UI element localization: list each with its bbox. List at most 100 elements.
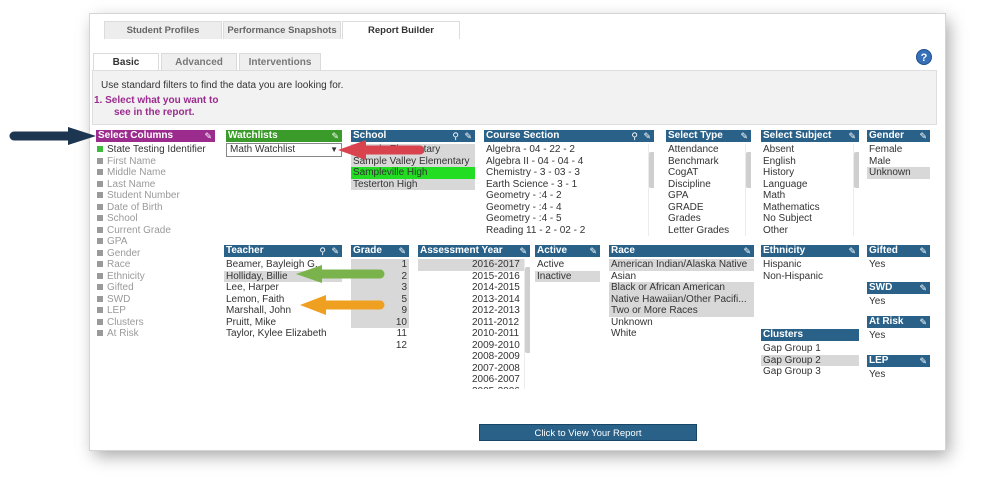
list-item[interactable]: 2015-2016 [472,270,520,282]
list-item[interactable]: Yes [869,259,886,270]
list-item[interactable]: Inactive [535,270,600,282]
list-item[interactable]: Pruitt, Mike [226,316,277,328]
view-report-button[interactable]: Click to View Your Report [479,424,697,441]
list-item[interactable]: Asian [611,270,637,282]
list-item[interactable]: Attendance [668,144,719,155]
list-item[interactable]: Chemistry - 3 - 03 - 3 [486,167,580,178]
list-item[interactable]: Mathematics [763,201,820,213]
scrollbar[interactable] [648,144,654,236]
list-item[interactable]: Sample Valley Elementary [351,155,475,167]
eraser-icon[interactable]: ✎ [740,131,748,141]
column-option[interactable]: Ethnicity [96,271,215,283]
list-item[interactable]: History [763,167,795,178]
column-option[interactable]: Last Name [96,179,215,191]
tab-performance-snapshots[interactable]: Performance Snapshots [223,21,341,39]
eraser-icon[interactable]: ✎ [743,246,751,256]
list-item[interactable]: Other [763,224,789,236]
list-item[interactable]: Black or African American [609,282,754,294]
help-icon[interactable]: ? [916,49,932,65]
column-option[interactable]: Date of Birth [96,202,215,214]
list-item[interactable]: Geometry - :4 - 5 [486,213,562,224]
column-option[interactable]: First Name [96,156,215,168]
tab-basic[interactable]: Basic [93,53,159,70]
scrollbar[interactable] [853,144,859,236]
eraser-icon[interactable]: ✎ [848,131,856,141]
column-option[interactable]: Clusters [96,317,215,329]
column-option[interactable]: Student Number [96,190,215,202]
list-item[interactable]: Grades [668,213,701,224]
list-item[interactable]: English [763,155,796,167]
column-option[interactable]: Current Grade [96,225,215,237]
list-item[interactable]: Letter Grades [668,224,730,236]
list-item[interactable]: Earth Science - 3 - 1 [486,178,578,190]
list-item[interactable]: 12 [395,339,407,351]
list-item[interactable]: Marshall, John [226,305,292,316]
list-item[interactable]: Testerton High [351,178,475,190]
list-item[interactable]: Sampleville High [351,167,475,179]
list-item[interactable]: No Subject [763,213,812,224]
list-item[interactable]: Female [869,144,903,155]
list-item[interactable]: 11 [396,328,407,339]
tab-report-builder[interactable]: Report Builder [342,21,460,39]
eraser-icon[interactable]: ✎ [519,246,527,256]
list-item[interactable]: 10 [351,316,409,328]
list-item[interactable]: 3 [351,282,409,294]
list-item[interactable]: CogAT [668,167,699,178]
eraser-icon[interactable]: ✎ [919,246,927,256]
eraser-icon[interactable]: ✎ [919,283,927,293]
eraser-icon[interactable]: ✎ [464,131,472,141]
eraser-icon[interactable]: ✎ [331,246,339,256]
list-item[interactable]: Geometry - :4 - 2 [486,190,562,201]
column-option[interactable]: State Testing Identifier [96,144,215,156]
list-item[interactable]: Reading 11 - 2 - 02 - 2 [486,224,586,236]
eraser-icon[interactable]: ✎ [643,131,651,141]
column-option[interactable]: At Risk [96,328,215,340]
list-item[interactable]: Gap Group 1 [763,343,821,354]
list-item[interactable]: Taylor, Kylee Elizabeth [226,328,327,339]
list-item[interactable]: Yes [869,330,886,341]
list-item[interactable]: 2009-2010 [472,339,520,351]
list-item[interactable]: White [611,328,637,339]
list-item[interactable]: Beamer, Bayleigh G. [226,259,318,270]
list-item[interactable]: Gap Group 2 [761,354,859,366]
list-item[interactable]: American Indian/Alaska Native [609,259,754,271]
search-icon[interactable]: ⚲ [631,131,638,141]
list-item[interactable]: Active [537,259,565,270]
watchlist-select[interactable]: Math Watchlist ▼ [226,143,342,157]
column-option[interactable]: Race [96,259,215,271]
list-item[interactable]: Male [869,155,891,167]
column-option[interactable]: Middle Name [96,167,215,179]
column-option[interactable]: School [96,213,215,225]
search-icon[interactable]: ⚲ [319,246,326,256]
scrollbar[interactable] [524,259,530,389]
list-item[interactable]: GPA [668,190,689,201]
list-item[interactable]: Discipline [668,178,711,190]
column-option[interactable]: GPA [96,236,215,248]
tab-student-profiles[interactable]: Student Profiles [104,21,222,39]
tab-interventions[interactable]: Interventions [239,53,321,70]
list-item[interactable]: Holliday, Billie [224,270,342,282]
list-item[interactable]: GRADE [668,201,704,213]
list-item[interactable]: 2007-2008 [472,362,520,374]
eraser-icon[interactable]: ✎ [919,356,927,366]
list-item[interactable]: 2006-2007 [472,374,520,385]
list-item[interactable]: Language [763,178,808,190]
eraser-icon[interactable]: ✎ [919,131,927,141]
eraser-icon[interactable]: ✎ [848,246,856,256]
list-item[interactable]: Yes [869,369,886,380]
list-item[interactable]: Unknown [867,167,930,179]
list-item[interactable]: Yes [869,296,886,307]
tab-advanced[interactable]: Advanced [161,53,237,70]
column-option[interactable]: Gifted [96,282,215,294]
list-item[interactable]: 2011-2012 [472,316,520,328]
list-item[interactable]: 9 [351,305,409,317]
search-icon[interactable]: ⚲ [452,131,459,141]
list-item[interactable]: 1 [351,259,409,271]
list-item[interactable]: 2010-2011 [472,328,520,339]
list-item[interactable]: Gap Group 3 [763,366,821,377]
list-item[interactable]: Geometry - :4 - 4 [486,201,562,213]
scrollbar[interactable] [745,144,751,236]
list-item[interactable]: 2013-2014 [472,293,520,305]
list-item[interactable]: Native Hawaiian/Other Pacifi... [609,293,754,305]
column-option[interactable]: SWD [96,294,215,306]
